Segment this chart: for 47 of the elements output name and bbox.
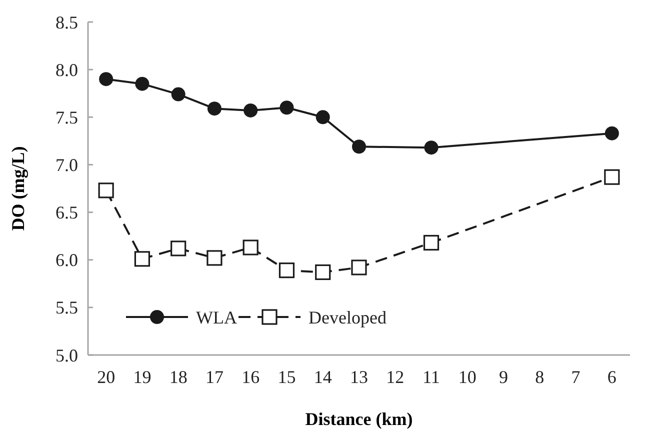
point xyxy=(171,87,186,102)
y-tick-label: 5.5 xyxy=(56,298,78,318)
point xyxy=(316,110,330,124)
point xyxy=(351,260,367,276)
x-tick-label: 7 xyxy=(571,367,580,387)
point xyxy=(206,250,222,266)
point xyxy=(315,264,331,280)
point xyxy=(134,251,150,267)
point xyxy=(604,169,620,185)
x-tick-label: 10 xyxy=(458,367,476,387)
point xyxy=(423,234,440,251)
y-tick-label: 6.0 xyxy=(56,250,78,270)
x-tick-label: 8 xyxy=(535,367,544,387)
point xyxy=(170,240,186,256)
x-tick-label: 14 xyxy=(314,367,332,387)
y-tick-label: 8.5 xyxy=(56,12,78,32)
x-tick-label: 6 xyxy=(607,367,616,387)
legend-label: WLA xyxy=(196,307,237,328)
x-tick-label: 20 xyxy=(97,367,116,387)
y-tick-label: 8.0 xyxy=(56,60,78,80)
y-tick-label: 6.5 xyxy=(56,202,78,223)
point xyxy=(99,72,114,86)
point xyxy=(604,126,619,140)
point xyxy=(278,262,295,278)
point xyxy=(424,140,438,155)
y-tick-label: 7.5 xyxy=(56,107,78,128)
x-tick-label: 17 xyxy=(205,367,224,387)
x-tick-label: 12 xyxy=(386,367,404,387)
x-tick-label: 13 xyxy=(350,367,368,387)
x-tick-label: 19 xyxy=(133,367,152,387)
point xyxy=(242,240,258,256)
point xyxy=(244,103,258,118)
x-tick-label: 18 xyxy=(169,367,188,387)
x-tick-label: 11 xyxy=(422,367,440,387)
legend-label: Developed xyxy=(308,307,386,328)
point xyxy=(135,76,150,91)
y-tick-label: 7.0 xyxy=(56,155,78,176)
point xyxy=(280,100,294,115)
y-tick-label: 5.0 xyxy=(56,345,78,366)
x-tick-label: 16 xyxy=(242,367,260,387)
point xyxy=(98,182,114,198)
x-tick-label: 15 xyxy=(278,367,296,387)
x-axis-title: Distance (km) xyxy=(305,409,413,429)
x-tick-label: 9 xyxy=(499,367,508,387)
point xyxy=(352,140,366,154)
y-axis-title: DO (mg/L) xyxy=(8,146,28,231)
point xyxy=(207,102,222,116)
